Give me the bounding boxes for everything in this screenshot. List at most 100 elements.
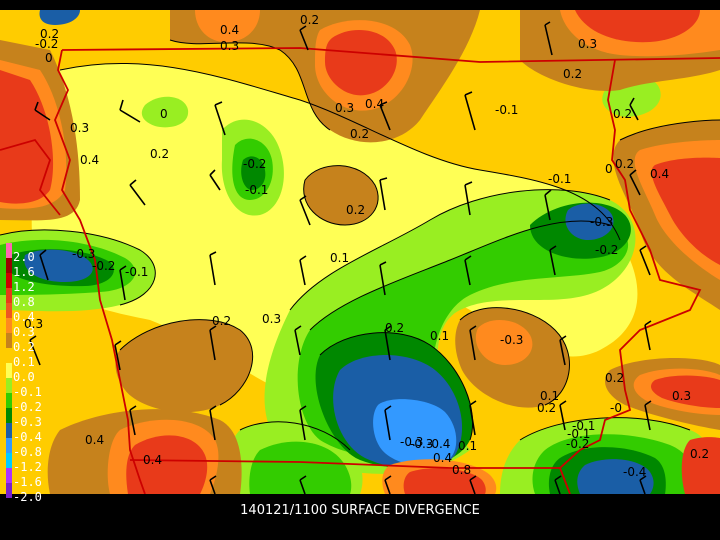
legend-label: -2.0 [13,490,42,504]
field-pos04-southeast [650,375,720,408]
contour-label: -0.3 [500,333,523,347]
contour-label: 0.2 [563,67,582,81]
border-north [61,47,720,63]
contour-label: 0.2 [615,157,634,171]
border-east [558,59,702,494]
legend-label: 0.0 [13,370,35,384]
contour-label: 0.2 [613,107,632,121]
contour-label: 0.3 [672,389,691,403]
field-neg03-north [241,156,266,190]
legend-swatch [6,273,12,288]
legend-swatch [6,288,12,303]
contour-label: -0.4 [623,465,646,479]
field-pos04-east [651,157,720,265]
contour-label: 0.4 [365,97,384,111]
contour-label: 0 [45,51,53,65]
legend-swatch [6,438,12,453]
contour-label: 0.2 [350,127,369,141]
contour-label: 0.4 [80,153,99,167]
contour-label: 0 [160,107,168,121]
legend-swatch [6,348,12,363]
state-borders [0,47,720,494]
contour-label: 0.8 [452,463,471,477]
divergence-map: 0.2 0.4 0.3 0.2 -0.2 0 0.3 0.4 0.3 0.2 -… [0,10,720,494]
contour-label: 0.1 [430,329,449,343]
contour-label: 0.4 [143,453,162,467]
field-neg08-zone [373,399,457,466]
border-south [129,459,560,469]
legend-label: 2.0 [13,250,35,264]
field-pos04-northeast [575,10,700,43]
contour-label: 0.3 [24,317,43,331]
legend-swatch [6,453,12,468]
legend-swatch [6,378,12,393]
contour-label: 0.2 [537,401,556,415]
contour-label: 0.3 [578,37,597,51]
legend-label: -0.8 [13,445,42,459]
legend-swatch [6,333,12,348]
legend-swatch [6,318,12,333]
field-neg01-nw-small [141,96,189,128]
legend-label: -1.2 [13,460,42,474]
contour-label: -0.1 [572,419,595,433]
border-west-outer [0,138,61,216]
contour-label: 0.2 [300,13,319,27]
contour-label: -0.3 [72,247,95,261]
contour-label: 0.3 [262,312,281,326]
field-neg04-se [577,459,654,494]
field-pos03-north [195,10,260,43]
map-caption: 140121/1100 SURFACE DIVERGENCE [240,503,480,518]
field-pos02-southwest [115,319,253,413]
contour-label: 0 [605,162,613,176]
legend-label: -0.2 [13,400,42,414]
legend-label: -0.1 [13,385,42,399]
legend-swatch [6,303,12,318]
contour-label: 0.2 [385,321,404,335]
contour-label: -0.2 [243,157,266,171]
legend-label: 0.2 [13,340,35,354]
contour-label: -0.2 [35,37,58,51]
contour-label: -0.3 [590,215,613,229]
legend-swatch [6,468,12,483]
legend-label: 0.3 [13,325,35,339]
field-pos04-south [126,435,208,494]
contour-label: 0.3 [220,39,239,53]
contour-labels: 0.2 0.4 0.3 0.2 -0.2 0 0.3 0.4 0.3 0.2 -… [24,13,709,479]
contour-label: -0.1 [567,427,590,441]
color-legend: 2.0 1.6 1.2 0.8 0.4 0.3 0.2 0.1 0.0 -0.1 -0.2 -0.3-… [2,243,62,513]
legend-label: 1.2 [13,280,35,294]
contour-label: 0.4 [85,433,104,447]
contour-label: -0.2 [566,437,589,451]
contour-label: -0.3 [400,435,423,449]
contour-label: -0.2 [92,259,115,273]
field-pos04-southmid [403,468,486,494]
legend-swatch [6,393,12,408]
contour-label: -0.2 [595,243,618,257]
contour-label: 0.1 [458,439,477,453]
border-west [54,49,146,494]
contour-label: 0.1 [540,389,559,403]
contour-label: -0.3 [410,437,433,451]
legend-label: -0.3 [13,415,42,429]
contour-label: 0.2 [346,203,365,217]
contour-label: 0.2 [690,447,709,461]
contour-label: 0.2 [40,27,59,41]
field-pos04-westedge [0,70,54,204]
contour-label: 0.4 [650,167,669,181]
legend-label: 0.4 [13,310,35,324]
field-pos03-southcentral [475,319,533,365]
field-pos02-center [303,165,379,225]
contour-label: -0.1 [245,183,268,197]
legend-swatch [6,423,12,438]
legend-label: 0.8 [13,295,35,309]
legend-label: 1.6 [13,265,35,279]
contour-label: 0.1 [330,251,349,265]
field-neg04-nw [39,10,80,25]
contour-label: 0.3 [70,121,89,135]
contour-label: 0.4 [220,23,239,37]
wind-barbs [29,21,652,494]
legend-swatch [6,243,12,258]
contour-label: 0.3 [335,101,354,115]
contour-lines [0,39,720,451]
